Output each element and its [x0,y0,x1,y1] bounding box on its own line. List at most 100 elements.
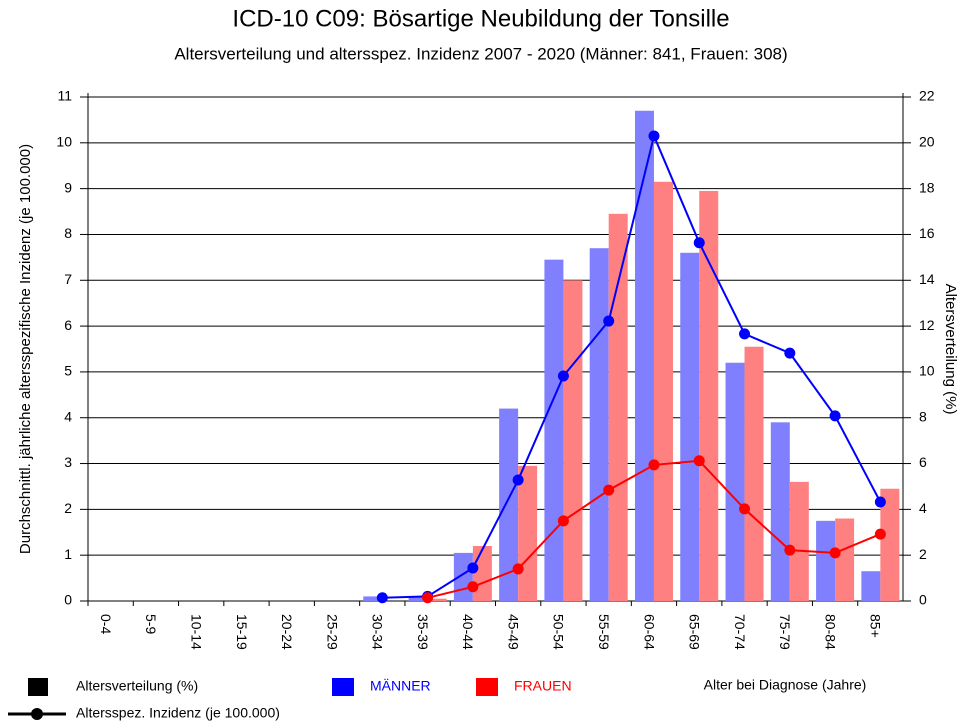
y2-tick-label: 8 [919,408,927,424]
line-marker [422,592,434,604]
x-tick-label: 45-49 [505,614,521,650]
y2-tick-label: 16 [919,225,935,241]
legend-line-marker [31,708,43,720]
x-tick-label: 30-34 [370,614,386,650]
line-marker [693,237,705,249]
y2-tick-label: 4 [919,500,927,516]
line-marker [874,496,886,508]
bar [427,598,447,601]
line-marker [648,459,660,471]
legend-label: FRAUEN [514,678,572,694]
legend-bar-label: Altersverteilung (%) [76,678,198,694]
bar [608,213,628,601]
line-marker [603,484,615,496]
bar [699,190,719,601]
y2-tick-label: 18 [919,179,935,195]
x-tick-label: 35-39 [415,614,431,650]
line [382,132,882,599]
line-marker [829,410,841,422]
line-marker [739,503,751,515]
line-marker [376,592,388,604]
x-tick-label: 65-69 [687,614,703,650]
bar [634,110,654,601]
chart-subtitle: Altersverteilung und altersspez. Inziden… [174,44,787,63]
line-marker [784,347,796,359]
bar [880,488,900,601]
x-tick-label: 20-24 [279,614,295,650]
legend-line-label: Altersspez. Inzidenz (je 100.000) [76,705,280,721]
bar [363,596,383,601]
y2-tick-label: 10 [919,363,935,379]
line-marker [603,315,615,327]
line-marker [512,563,524,575]
bar [816,520,836,601]
y-tick-label: 9 [64,179,72,195]
bar [453,552,473,601]
bar [653,181,673,601]
bar [518,465,538,601]
x-tick-label: 25-29 [324,614,340,650]
y2-tick-label: 22 [919,88,935,104]
x-axis-label: Alter bei Diagnose (Jahre) [704,677,867,693]
x-tick-label: 60-64 [641,614,657,650]
x-tick-label: 80-84 [822,614,838,650]
line-marker [874,528,886,540]
bar [861,571,881,601]
x-tick-label: 10-14 [188,614,204,650]
y2-tick-label: 14 [919,271,935,287]
y-axis-label: Durchschnittl. jährliche altersspezifisc… [17,144,34,554]
bar [408,596,428,601]
bar [499,408,519,601]
y-tick-label: 10 [56,134,72,150]
y2-tick-label: 12 [919,317,935,333]
line-marker [557,370,569,382]
y-tick-label: 4 [64,408,72,424]
bar [789,481,809,601]
y-tick-label: 7 [64,271,72,287]
bar [835,518,855,601]
y2-axis-label: Altersverteilung (%) [942,284,959,415]
legend-swatch [476,678,498,696]
y-tick-label: 8 [64,225,72,241]
line-marker [467,581,479,593]
x-tick-label: 15-19 [234,614,250,650]
x-tick-label: 40-44 [460,614,476,650]
legend-swatch [332,678,354,696]
y-tick-label: 0 [64,592,72,608]
bar [725,362,745,601]
y-tick-label: 5 [64,363,72,379]
legend-bar-symbol [28,678,48,696]
bar [744,346,764,601]
line-marker [784,544,796,556]
line-marker [739,328,751,340]
legend-label: MÄNNER [370,678,431,694]
line-marker [648,130,660,142]
bar [563,280,583,601]
bar [589,248,609,601]
chart-title: ICD-10 C09: Bösartige Neubildung der Ton… [232,5,729,32]
bar [472,546,492,601]
x-tick-label: 5-9 [143,614,159,634]
y2-tick-label: 2 [919,546,927,562]
x-tick-label: 50-54 [551,614,567,650]
y2-tick-label: 6 [919,454,927,470]
y-tick-label: 1 [64,546,72,562]
y-tick-label: 3 [64,454,72,470]
line-marker [557,515,569,527]
x-tick-label: 55-59 [596,614,612,650]
y-tick-label: 6 [64,317,72,333]
line-marker [693,455,705,467]
line-marker [512,474,524,486]
x-tick-label: 70-74 [732,614,748,650]
y2-tick-label: 20 [919,134,935,150]
x-tick-label: 75-79 [777,614,793,650]
y-tick-label: 2 [64,500,72,516]
line-marker [467,562,479,574]
bar [770,422,790,601]
x-tick-label: 0-4 [98,614,114,634]
y2-tick-label: 0 [919,592,927,608]
x-tick-label: 85+ [868,614,884,638]
line-marker [829,547,841,559]
bar [544,259,564,601]
